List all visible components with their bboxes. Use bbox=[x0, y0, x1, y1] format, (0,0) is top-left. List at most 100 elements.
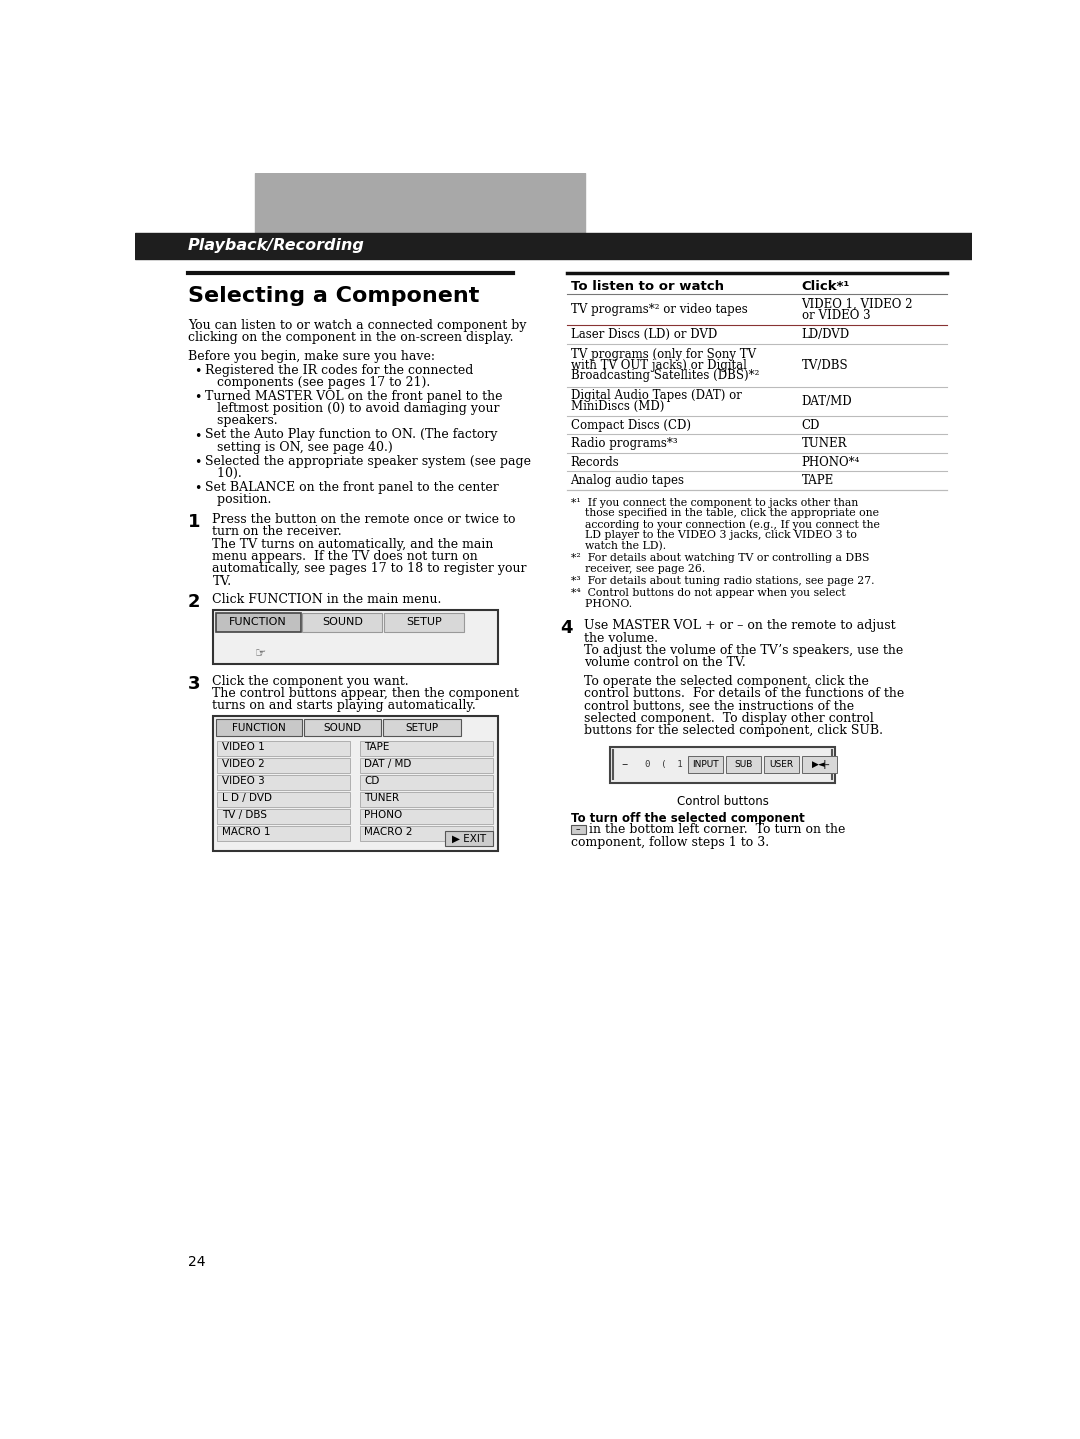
Text: clicking on the component in the on-screen display.: clicking on the component in the on-scre… bbox=[188, 331, 513, 344]
Bar bbox=[360, 809, 494, 825]
Text: 1: 1 bbox=[188, 514, 200, 531]
Text: TV/DBS: TV/DBS bbox=[801, 358, 848, 371]
Text: –: – bbox=[621, 758, 627, 771]
Text: CD: CD bbox=[801, 419, 820, 432]
Text: Set BALANCE on the front panel to the center: Set BALANCE on the front panel to the ce… bbox=[205, 481, 499, 494]
Bar bbox=[255, 173, 584, 233]
Bar bbox=[360, 774, 494, 790]
Bar bbox=[688, 757, 724, 773]
Text: SOUND: SOUND bbox=[322, 617, 363, 627]
Text: The TV turns on automatically, and the main: The TV turns on automatically, and the m… bbox=[213, 538, 494, 551]
Text: speakers.: speakers. bbox=[205, 414, 278, 427]
Text: •: • bbox=[194, 482, 201, 495]
Text: SETUP: SETUP bbox=[405, 722, 438, 732]
Bar bbox=[217, 741, 350, 757]
Text: DAT / MD: DAT / MD bbox=[364, 758, 411, 768]
Text: 24: 24 bbox=[188, 1255, 205, 1269]
Text: *³  For details about tuning radio stations, see page 27.: *³ For details about tuning radio statio… bbox=[570, 576, 874, 586]
Text: ☞: ☞ bbox=[255, 648, 267, 661]
Bar bbox=[217, 809, 350, 825]
Text: VIDEO 2: VIDEO 2 bbox=[221, 758, 265, 768]
Text: *²  For details about watching TV or controlling a DBS: *² For details about watching TV or cont… bbox=[570, 553, 869, 563]
Text: leftmost position (0) to avoid damaging your: leftmost position (0) to avoid damaging … bbox=[205, 401, 499, 414]
Text: PHONO.: PHONO. bbox=[570, 599, 632, 609]
Text: Records: Records bbox=[570, 456, 619, 469]
Bar bbox=[360, 791, 494, 807]
Bar bbox=[216, 613, 301, 632]
Text: 0  (  1  ▶: 0 ( 1 ▶ bbox=[645, 760, 699, 770]
Text: Turned MASTER VOL on the front panel to the: Turned MASTER VOL on the front panel to … bbox=[205, 390, 502, 403]
Text: Registered the IR codes for the connected: Registered the IR codes for the connecte… bbox=[205, 364, 473, 377]
Text: 2: 2 bbox=[188, 593, 200, 612]
Text: FUNCTION: FUNCTION bbox=[229, 617, 287, 627]
Text: or VIDEO 3: or VIDEO 3 bbox=[801, 308, 870, 322]
Text: control buttons.  For details of the functions of the: control buttons. For details of the func… bbox=[584, 686, 905, 699]
Text: Click*¹: Click*¹ bbox=[801, 279, 850, 292]
Bar bbox=[135, 233, 972, 259]
Bar bbox=[801, 757, 837, 773]
Text: LD/DVD: LD/DVD bbox=[801, 328, 850, 341]
Text: turns on and starts playing automatically.: turns on and starts playing automaticall… bbox=[213, 699, 476, 712]
Text: DAT/MD: DAT/MD bbox=[801, 394, 852, 407]
Bar bbox=[445, 832, 494, 846]
Bar bbox=[764, 757, 799, 773]
Text: Control buttons: Control buttons bbox=[676, 794, 768, 807]
Text: position.: position. bbox=[205, 494, 271, 507]
Text: components (see pages 17 to 21).: components (see pages 17 to 21). bbox=[205, 376, 430, 389]
Text: Broadcasting Satellites (DBS)*²: Broadcasting Satellites (DBS)*² bbox=[570, 370, 759, 383]
Text: TV.: TV. bbox=[213, 574, 231, 587]
Bar bbox=[570, 825, 586, 835]
Bar bbox=[726, 757, 761, 773]
Text: TV programs (only for Sony TV: TV programs (only for Sony TV bbox=[570, 348, 756, 361]
Text: To operate the selected component, click the: To operate the selected component, click… bbox=[584, 675, 869, 688]
Text: watch the LD).: watch the LD). bbox=[570, 541, 665, 551]
Text: Compact Discs (CD): Compact Discs (CD) bbox=[570, 419, 690, 432]
Bar bbox=[213, 717, 498, 850]
Text: TAPE: TAPE bbox=[364, 743, 390, 753]
Text: PHONO*⁴: PHONO*⁴ bbox=[801, 456, 860, 469]
Bar bbox=[610, 747, 835, 783]
Bar bbox=[213, 610, 498, 663]
Text: 10).: 10). bbox=[205, 466, 242, 479]
Text: *⁴  Control buttons do not appear when you select: *⁴ Control buttons do not appear when yo… bbox=[570, 589, 846, 599]
Text: according to your connection (e.g., If you connect the: according to your connection (e.g., If y… bbox=[570, 519, 879, 530]
Text: Digital Audio Tapes (DAT) or: Digital Audio Tapes (DAT) or bbox=[570, 390, 742, 403]
Text: PHONO: PHONO bbox=[364, 810, 403, 820]
Bar bbox=[217, 774, 350, 790]
Text: Before you begin, make sure you have:: Before you begin, make sure you have: bbox=[188, 350, 434, 363]
Text: CD: CD bbox=[364, 776, 380, 786]
Text: Press the button on the remote once or twice to: Press the button on the remote once or t… bbox=[213, 514, 516, 527]
Text: Click FUNCTION in the main menu.: Click FUNCTION in the main menu. bbox=[213, 593, 442, 606]
Text: Radio programs*³: Radio programs*³ bbox=[570, 437, 677, 450]
Bar bbox=[217, 826, 350, 840]
Text: INPUT: INPUT bbox=[692, 760, 718, 770]
Bar bbox=[383, 720, 460, 737]
Text: the volume.: the volume. bbox=[584, 632, 659, 645]
Text: 4: 4 bbox=[559, 619, 572, 637]
Text: Playback/Recording: Playback/Recording bbox=[188, 239, 365, 253]
Bar bbox=[360, 826, 494, 840]
Text: TAPE: TAPE bbox=[801, 475, 834, 488]
Text: To listen to or watch: To listen to or watch bbox=[570, 279, 724, 292]
Text: SOUND: SOUND bbox=[324, 722, 362, 732]
Text: You can listen to or watch a connected component by: You can listen to or watch a connected c… bbox=[188, 319, 526, 332]
Text: with TV OUT jacks) or Digital: with TV OUT jacks) or Digital bbox=[570, 358, 746, 371]
Text: menu appears.  If the TV does not turn on: menu appears. If the TV does not turn on bbox=[213, 550, 478, 563]
Text: those specified in the table, click the appropriate one: those specified in the table, click the … bbox=[570, 508, 878, 518]
Text: VIDEO 3: VIDEO 3 bbox=[221, 776, 265, 786]
Text: L D / DVD: L D / DVD bbox=[221, 793, 272, 803]
Text: MACRO 2: MACRO 2 bbox=[364, 827, 413, 837]
Text: TV programs*² or video tapes: TV programs*² or video tapes bbox=[570, 304, 747, 317]
Bar bbox=[360, 758, 494, 773]
Text: TUNER: TUNER bbox=[364, 793, 400, 803]
Text: USER: USER bbox=[769, 760, 794, 770]
Text: control buttons, see the instructions of the: control buttons, see the instructions of… bbox=[584, 699, 854, 712]
Text: •: • bbox=[194, 456, 201, 469]
Text: Analog audio tapes: Analog audio tapes bbox=[570, 475, 685, 488]
Text: •: • bbox=[194, 430, 201, 443]
Text: To turn off the selected component: To turn off the selected component bbox=[570, 812, 805, 825]
Text: ▶◄: ▶◄ bbox=[812, 760, 826, 770]
Text: *¹  If you connect the component to jacks other than: *¹ If you connect the component to jacks… bbox=[570, 498, 858, 508]
Text: ▶ EXIT: ▶ EXIT bbox=[451, 833, 486, 843]
Text: 3: 3 bbox=[188, 675, 200, 692]
